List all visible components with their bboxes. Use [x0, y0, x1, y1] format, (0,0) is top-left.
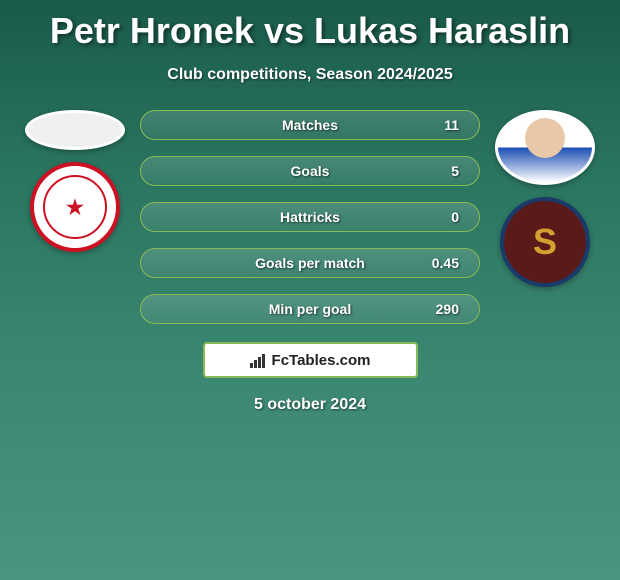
content-area: ★ Matches 11 Goals 5 Hattricks 0 Goals p… — [0, 110, 620, 324]
stat-label: Hattricks — [280, 209, 340, 225]
stat-row-min-per-goal: Min per goal 290 — [140, 294, 480, 324]
slavia-star-icon: ★ — [66, 195, 84, 220]
player2-column — [490, 110, 600, 287]
stat-row-goals-per-match: Goals per match 0.45 — [140, 248, 480, 278]
player2-club-logo — [500, 197, 590, 287]
stat-right-value: 5 — [429, 163, 459, 179]
header: Petr Hronek vs Lukas Haraslin Club compe… — [0, 0, 620, 84]
stat-label: Goals — [291, 163, 330, 179]
chart-icon — [250, 352, 266, 368]
stat-right-value: 290 — [429, 301, 459, 317]
player2-avatar — [495, 110, 595, 185]
stats-column: Matches 11 Goals 5 Hattricks 0 Goals per… — [140, 110, 480, 324]
stat-label: Min per goal — [269, 301, 351, 317]
stat-row-hattricks: Hattricks 0 — [140, 202, 480, 232]
subtitle: Club competitions, Season 2024/2025 — [0, 66, 620, 84]
page-title: Petr Hronek vs Lukas Haraslin — [0, 10, 620, 52]
stat-label: Matches — [282, 117, 338, 133]
stat-right-value: 0 — [429, 209, 459, 225]
player1-avatar — [25, 110, 125, 150]
stat-row-matches: Matches 11 — [140, 110, 480, 140]
player1-column: ★ — [20, 110, 130, 252]
stat-right-value: 11 — [429, 117, 459, 133]
stat-label: Goals per match — [255, 255, 365, 271]
player1-club-logo: ★ — [30, 162, 120, 252]
stat-row-goals: Goals 5 — [140, 156, 480, 186]
footer-badge: FcTables.com — [203, 342, 418, 378]
stat-right-value: 0.45 — [429, 255, 459, 271]
footer-brand-text: FcTables.com — [272, 352, 371, 369]
footer-date: 5 october 2024 — [0, 396, 620, 414]
